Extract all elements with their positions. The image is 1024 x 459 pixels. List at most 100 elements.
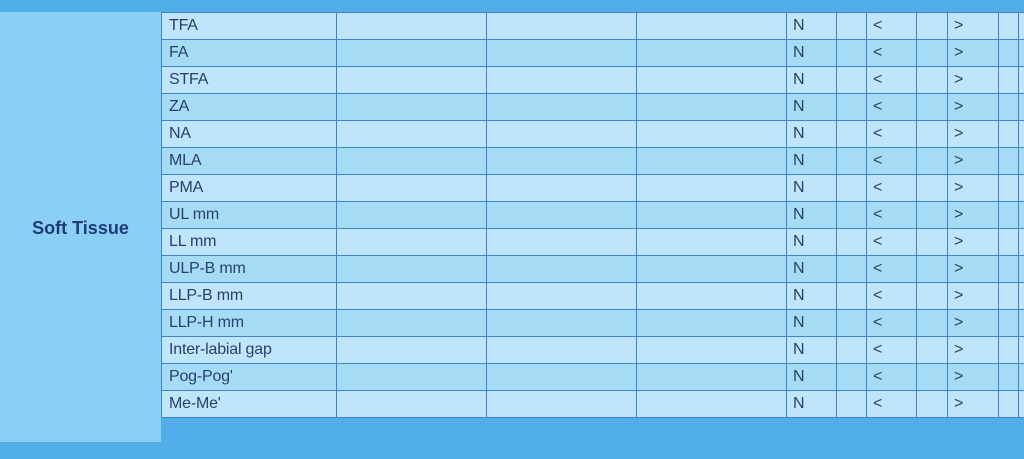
greater-than-button[interactable]: >	[947, 174, 999, 202]
less-than-button[interactable]: <	[866, 336, 917, 364]
greater-than-button[interactable]: >	[947, 390, 999, 418]
value-cell[interactable]	[336, 66, 487, 94]
value-cell[interactable]	[1018, 363, 1024, 391]
value-cell[interactable]	[486, 390, 637, 418]
norm-button[interactable]: N	[786, 228, 837, 256]
value-cell[interactable]	[836, 93, 867, 121]
value-cell[interactable]	[1018, 282, 1024, 310]
value-cell[interactable]	[916, 363, 948, 391]
value-cell[interactable]	[636, 390, 787, 418]
norm-button[interactable]: N	[786, 363, 837, 391]
less-than-button[interactable]: <	[866, 147, 917, 175]
value-cell[interactable]	[336, 12, 487, 40]
value-cell[interactable]	[486, 120, 637, 148]
less-than-button[interactable]: <	[866, 174, 917, 202]
value-cell[interactable]	[836, 201, 867, 229]
value-cell[interactable]	[636, 66, 787, 94]
value-cell[interactable]	[916, 336, 948, 364]
value-cell[interactable]	[636, 12, 787, 40]
norm-button[interactable]: N	[786, 12, 837, 40]
value-cell[interactable]	[998, 147, 1019, 175]
value-cell[interactable]	[486, 282, 637, 310]
less-than-button[interactable]: <	[866, 12, 917, 40]
greater-than-button[interactable]: >	[947, 12, 999, 40]
value-cell[interactable]	[998, 228, 1019, 256]
value-cell[interactable]	[836, 282, 867, 310]
value-cell[interactable]	[998, 282, 1019, 310]
greater-than-button[interactable]: >	[947, 282, 999, 310]
value-cell[interactable]	[636, 39, 787, 67]
less-than-button[interactable]: <	[866, 201, 917, 229]
value-cell[interactable]	[1018, 93, 1024, 121]
value-cell[interactable]	[336, 390, 487, 418]
value-cell[interactable]	[1018, 174, 1024, 202]
greater-than-button[interactable]: >	[947, 363, 999, 391]
value-cell[interactable]	[636, 120, 787, 148]
less-than-button[interactable]: <	[866, 120, 917, 148]
value-cell[interactable]	[916, 390, 948, 418]
norm-button[interactable]: N	[786, 120, 837, 148]
value-cell[interactable]	[998, 12, 1019, 40]
less-than-button[interactable]: <	[866, 93, 917, 121]
greater-than-button[interactable]: >	[947, 336, 999, 364]
value-cell[interactable]	[486, 66, 637, 94]
less-than-button[interactable]: <	[866, 228, 917, 256]
value-cell[interactable]	[1018, 336, 1024, 364]
value-cell[interactable]	[916, 309, 948, 337]
value-cell[interactable]	[486, 147, 637, 175]
less-than-button[interactable]: <	[866, 390, 917, 418]
value-cell[interactable]	[336, 282, 487, 310]
value-cell[interactable]	[1018, 147, 1024, 175]
value-cell[interactable]	[1018, 201, 1024, 229]
value-cell[interactable]	[486, 336, 637, 364]
value-cell[interactable]	[336, 255, 487, 283]
value-cell[interactable]	[336, 120, 487, 148]
value-cell[interactable]	[916, 201, 948, 229]
value-cell[interactable]	[336, 336, 487, 364]
norm-button[interactable]: N	[786, 93, 837, 121]
value-cell[interactable]	[636, 93, 787, 121]
greater-than-button[interactable]: >	[947, 93, 999, 121]
value-cell[interactable]	[486, 363, 637, 391]
norm-button[interactable]: N	[786, 201, 837, 229]
norm-button[interactable]: N	[786, 255, 837, 283]
value-cell[interactable]	[486, 174, 637, 202]
value-cell[interactable]	[336, 309, 487, 337]
greater-than-button[interactable]: >	[947, 201, 999, 229]
less-than-button[interactable]: <	[866, 39, 917, 67]
value-cell[interactable]	[836, 39, 867, 67]
less-than-button[interactable]: <	[866, 282, 917, 310]
value-cell[interactable]	[636, 228, 787, 256]
value-cell[interactable]	[1018, 120, 1024, 148]
value-cell[interactable]	[636, 201, 787, 229]
value-cell[interactable]	[836, 12, 867, 40]
value-cell[interactable]	[916, 12, 948, 40]
value-cell[interactable]	[916, 66, 948, 94]
value-cell[interactable]	[486, 309, 637, 337]
value-cell[interactable]	[836, 336, 867, 364]
value-cell[interactable]	[336, 201, 487, 229]
value-cell[interactable]	[336, 174, 487, 202]
value-cell[interactable]	[486, 93, 637, 121]
norm-button[interactable]: N	[786, 39, 837, 67]
value-cell[interactable]	[836, 228, 867, 256]
value-cell[interactable]	[916, 120, 948, 148]
value-cell[interactable]	[336, 39, 487, 67]
value-cell[interactable]	[836, 363, 867, 391]
less-than-button[interactable]: <	[866, 255, 917, 283]
value-cell[interactable]	[916, 39, 948, 67]
value-cell[interactable]	[836, 66, 867, 94]
value-cell[interactable]	[836, 174, 867, 202]
greater-than-button[interactable]: >	[947, 255, 999, 283]
value-cell[interactable]	[998, 363, 1019, 391]
greater-than-button[interactable]: >	[947, 39, 999, 67]
less-than-button[interactable]: <	[866, 66, 917, 94]
value-cell[interactable]	[336, 93, 487, 121]
value-cell[interactable]	[836, 147, 867, 175]
value-cell[interactable]	[336, 228, 487, 256]
value-cell[interactable]	[998, 390, 1019, 418]
value-cell[interactable]	[486, 255, 637, 283]
value-cell[interactable]	[998, 93, 1019, 121]
value-cell[interactable]	[916, 174, 948, 202]
value-cell[interactable]	[636, 309, 787, 337]
